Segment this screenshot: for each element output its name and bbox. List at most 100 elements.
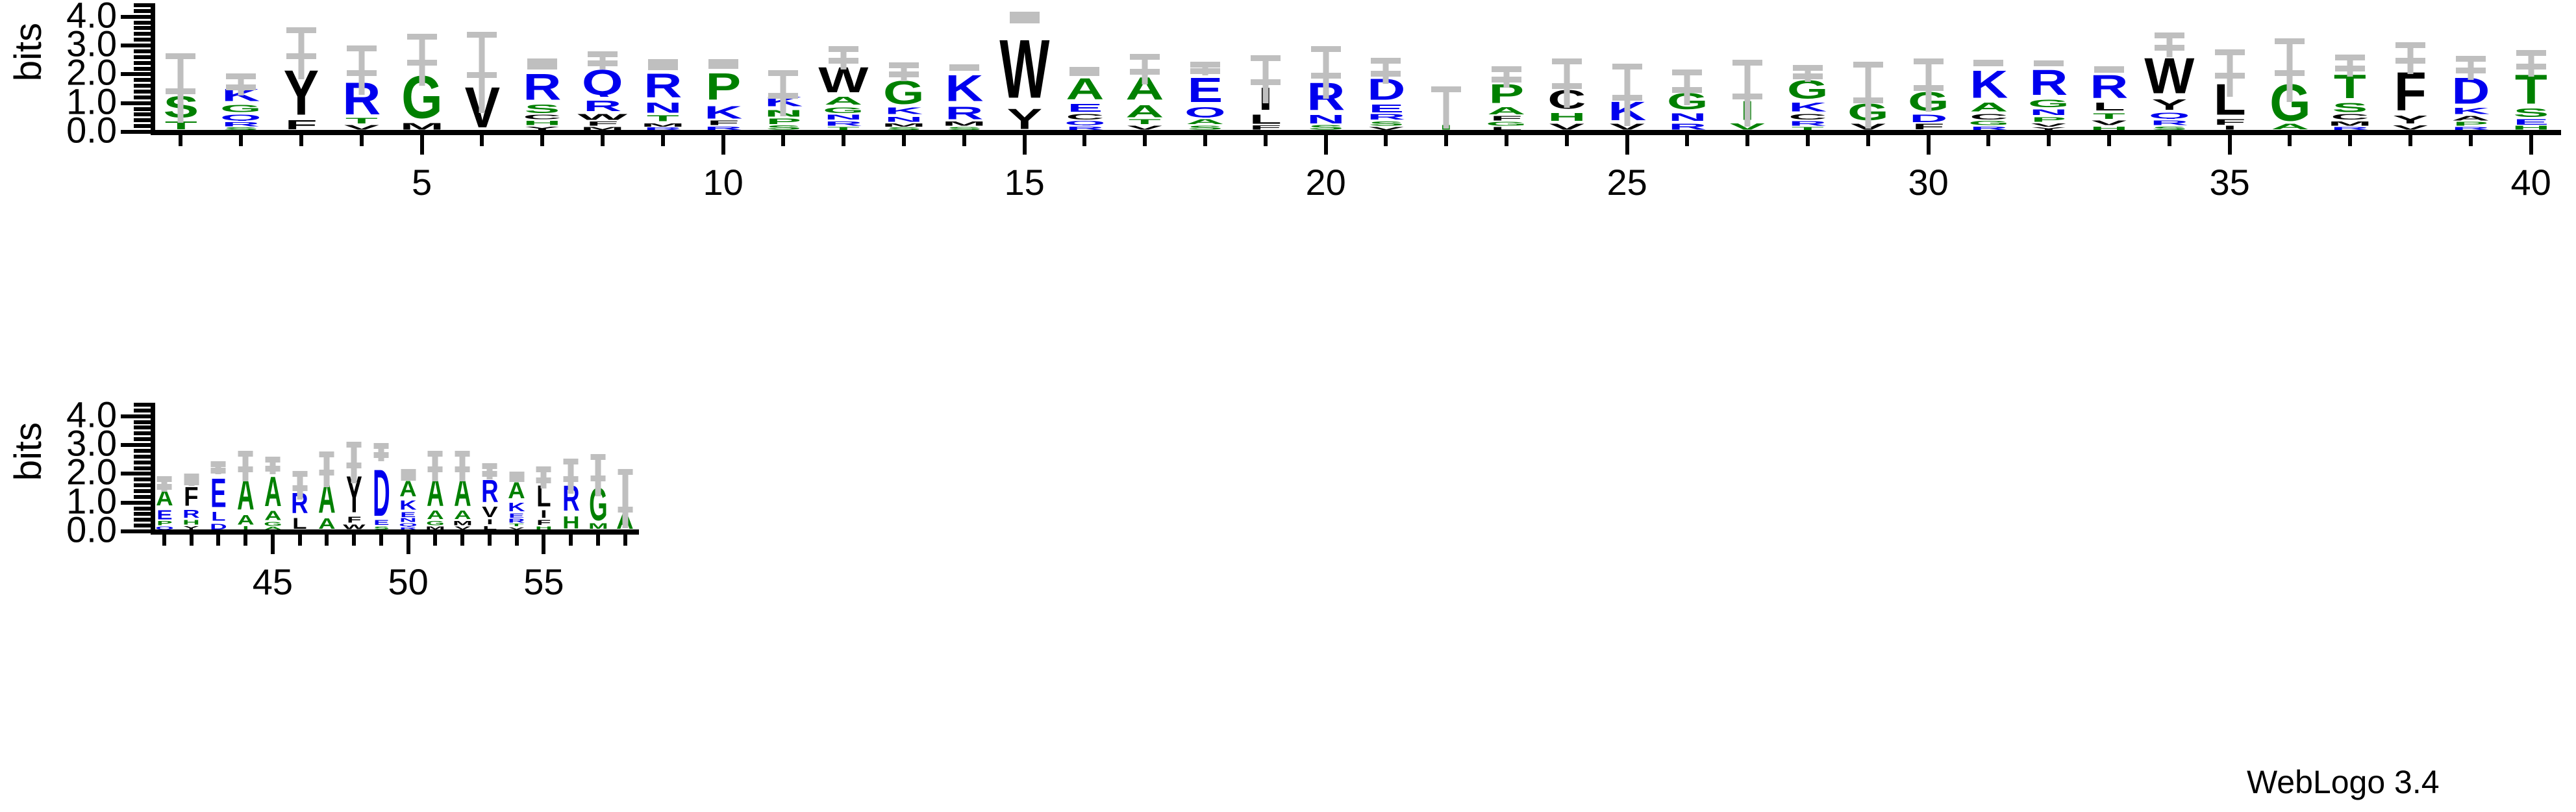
logo-letter: L xyxy=(288,514,312,529)
svg-text:S: S xyxy=(886,127,921,130)
logo-letter: W xyxy=(576,112,629,120)
x-tick-label: 15 xyxy=(1004,162,1045,203)
x-tick xyxy=(781,135,786,146)
y-tick xyxy=(134,506,151,511)
x-tick xyxy=(2227,135,2232,155)
x-tick xyxy=(1323,135,1328,155)
svg-text:L: L xyxy=(2214,75,2246,117)
svg-text:Q: Q xyxy=(582,62,623,96)
y-tick xyxy=(134,66,151,71)
logo-letter: T xyxy=(636,113,690,121)
logo-letter: S xyxy=(2143,125,2196,130)
svg-text:T: T xyxy=(1129,118,1161,125)
logo-letter: I xyxy=(532,507,556,518)
y-tick xyxy=(121,14,151,19)
logo-letter: T xyxy=(2505,64,2558,105)
logo-stack: A xyxy=(613,403,637,529)
svg-text:R: R xyxy=(342,73,381,116)
svg-text:S: S xyxy=(373,526,389,529)
logo-letter: E xyxy=(1058,101,1112,112)
svg-text:R: R xyxy=(481,474,499,503)
logo-letter: V xyxy=(505,527,529,529)
svg-text:C: C xyxy=(1789,112,1827,120)
y-tick-label: 4.0 xyxy=(66,394,117,435)
svg-text:R: R xyxy=(182,508,200,518)
logo-letter: S xyxy=(877,127,931,130)
svg-text:G: G xyxy=(2270,74,2311,123)
svg-text:K: K xyxy=(1788,100,1827,112)
logo-letter: A xyxy=(234,466,258,511)
svg-text:A: A xyxy=(1066,73,1104,101)
svg-text:Q: Q xyxy=(220,112,262,120)
svg-text:G: G xyxy=(1908,86,1949,111)
logo-letter: C xyxy=(516,113,569,120)
svg-text:G: G xyxy=(589,478,608,522)
svg-text:G: G xyxy=(2028,97,2069,108)
x-tick xyxy=(721,135,725,155)
logo-letter: Q xyxy=(1058,120,1112,125)
logo-letter: F xyxy=(1902,122,1955,130)
logo-letter: M xyxy=(586,522,610,529)
svg-text:I: I xyxy=(1258,81,1273,110)
svg-text:R: R xyxy=(2451,126,2490,130)
logo-letter: W xyxy=(2143,45,2196,95)
svg-text:R: R xyxy=(2331,126,2370,130)
svg-text:A: A xyxy=(2271,123,2309,130)
x-tick xyxy=(433,535,438,546)
logo-letter: R xyxy=(2444,126,2497,130)
svg-text:K: K xyxy=(508,501,525,512)
y-tick xyxy=(134,112,151,117)
y-tick xyxy=(134,488,151,493)
svg-text:F: F xyxy=(285,118,318,130)
svg-text:L: L xyxy=(211,510,225,522)
svg-text:R: R xyxy=(523,66,562,101)
svg-text:G: G xyxy=(1667,89,1708,110)
svg-text:V: V xyxy=(1127,125,1163,130)
svg-text:T: T xyxy=(2334,68,2366,99)
svg-text:P: P xyxy=(156,520,172,525)
x-tick xyxy=(297,535,302,546)
logo-letter: K xyxy=(1962,60,2016,99)
logo-letter: L xyxy=(532,477,556,507)
logo-letter: M xyxy=(395,120,449,130)
svg-text:A: A xyxy=(399,476,417,497)
logo-letter: R xyxy=(559,476,583,513)
logo-letter: A xyxy=(423,466,447,507)
svg-text:Q: Q xyxy=(155,526,174,529)
svg-text:R: R xyxy=(2150,120,2188,125)
svg-text:L: L xyxy=(536,479,551,507)
svg-text:T: T xyxy=(345,117,378,124)
logo-letter: R xyxy=(396,527,420,529)
logo-letter: S xyxy=(155,88,208,118)
svg-text:R: R xyxy=(1307,75,1345,112)
svg-text:K: K xyxy=(399,498,417,511)
svg-text:T: T xyxy=(2093,112,2125,120)
x-tick xyxy=(1806,135,1810,146)
logo-letter: M xyxy=(576,126,629,130)
logo-letter: F xyxy=(275,117,328,130)
svg-text:C: C xyxy=(1066,112,1104,120)
logo-letter: G xyxy=(1661,87,1714,110)
svg-text:Q: Q xyxy=(399,523,418,527)
logo-letter: N xyxy=(817,113,870,120)
logo-letter: S xyxy=(1179,125,1232,130)
y-tick xyxy=(134,95,151,99)
svg-text:T: T xyxy=(509,524,523,527)
logo-letter: R xyxy=(505,518,529,524)
logo-row-1: bits 0.0 1.0 2.0 3.0 4.0 S T K G Q R S Y F R T V G M 5 V R S C H Y… xyxy=(0,0,2576,227)
logo-letter: T xyxy=(1781,126,1834,130)
x-tick xyxy=(601,135,605,146)
logo-letter: R xyxy=(1962,125,2016,130)
logo-letter: L xyxy=(1480,126,1533,130)
logo-letter: S xyxy=(2323,99,2377,112)
logo-letter: R xyxy=(2082,66,2136,99)
svg-text:K: K xyxy=(764,94,803,107)
logo-letter: A xyxy=(315,470,339,514)
